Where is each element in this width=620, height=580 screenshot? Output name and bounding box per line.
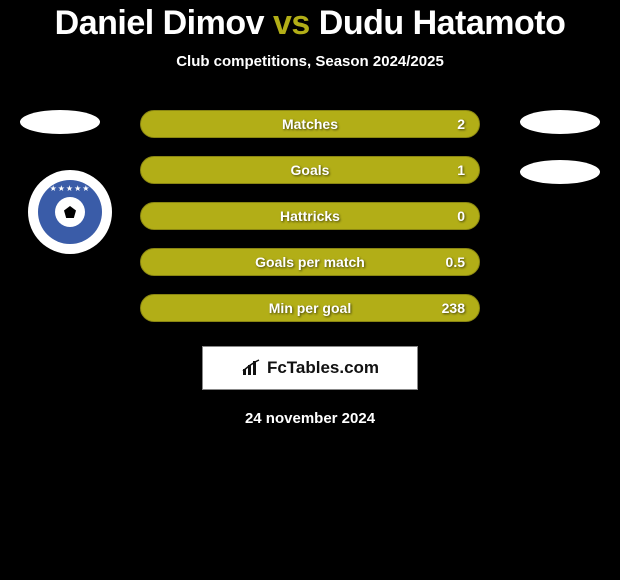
player1-name: Daniel Dimov [55, 4, 264, 42]
stat-row-matches: Matches 2 [140, 110, 480, 138]
player2-avatar [520, 110, 600, 134]
bar-chart-icon [241, 359, 261, 377]
stat-row-min-per-goal: Min per goal 238 [140, 294, 480, 322]
comparison-content: ★★★★★ Matches 2 Goals 1 Hattricks 0 Goal… [0, 110, 620, 427]
subtitle: Club competitions, Season 2024/2025 [0, 53, 620, 70]
attribution-text: FcTables.com [267, 358, 379, 378]
stat-label: Min per goal [269, 300, 351, 316]
stat-row-hattricks: Hattricks 0 [140, 202, 480, 230]
soccer-ball-icon [55, 197, 85, 227]
player2-club-avatar [520, 160, 600, 184]
stat-row-goals: Goals 1 [140, 156, 480, 184]
stat-value: 238 [442, 300, 465, 316]
club-logo: ★★★★★ [38, 180, 102, 244]
player1-avatar [20, 110, 100, 134]
attribution-box: FcTables.com [202, 346, 418, 390]
club-stars-icon: ★★★★★ [38, 184, 102, 193]
player2-name: Dudu Hatamoto [319, 4, 566, 42]
stat-value: 1 [457, 162, 465, 178]
stat-label: Goals [291, 162, 330, 178]
stat-value: 2 [457, 116, 465, 132]
vs-separator: vs [273, 4, 310, 42]
stat-label: Goals per match [255, 254, 365, 270]
date-line: 24 november 2024 [0, 410, 620, 427]
stat-rows: Matches 2 Goals 1 Hattricks 0 Goals per … [140, 110, 480, 322]
stat-value: 0.5 [446, 254, 465, 270]
stat-value: 0 [457, 208, 465, 224]
stat-row-goals-per-match: Goals per match 0.5 [140, 248, 480, 276]
stat-label: Hattricks [280, 208, 340, 224]
stat-label: Matches [282, 116, 338, 132]
comparison-title: Daniel Dimov vs Dudu Hatamoto [0, 0, 620, 43]
player1-club-badge: ★★★★★ [28, 170, 112, 254]
